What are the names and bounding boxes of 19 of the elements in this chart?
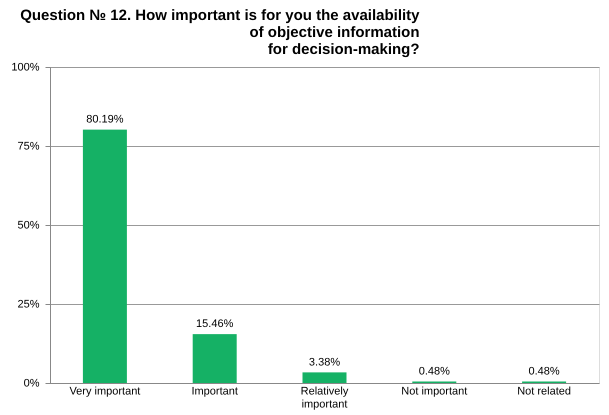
x-tick-label: Not important — [401, 386, 468, 398]
bar — [82, 130, 127, 383]
x-tick-label: Relatively important — [300, 386, 349, 410]
y-tick-label: 25% — [17, 298, 40, 310]
data-label: 80.19% — [86, 114, 124, 126]
data-label: 0.48% — [418, 365, 450, 378]
y-tick-label: 0% — [24, 378, 40, 390]
chart-title: Question № 12. How important is for you the availability of objective information for decision-making? — [20, 7, 420, 58]
bar — [302, 372, 346, 383]
data-label: 15.46% — [196, 318, 234, 330]
data-label: 3.38% — [308, 356, 340, 368]
x-tick-label: Not related — [517, 386, 572, 398]
y-tick-label: 75% — [17, 140, 40, 152]
bar — [192, 334, 237, 383]
x-tick-label: Important — [191, 386, 238, 398]
x-tick-label: Very important — [69, 386, 140, 398]
data-label: 0.48% — [528, 365, 560, 378]
y-tick-label: 50% — [17, 220, 40, 232]
y-tick-label: 100% — [11, 62, 40, 74]
